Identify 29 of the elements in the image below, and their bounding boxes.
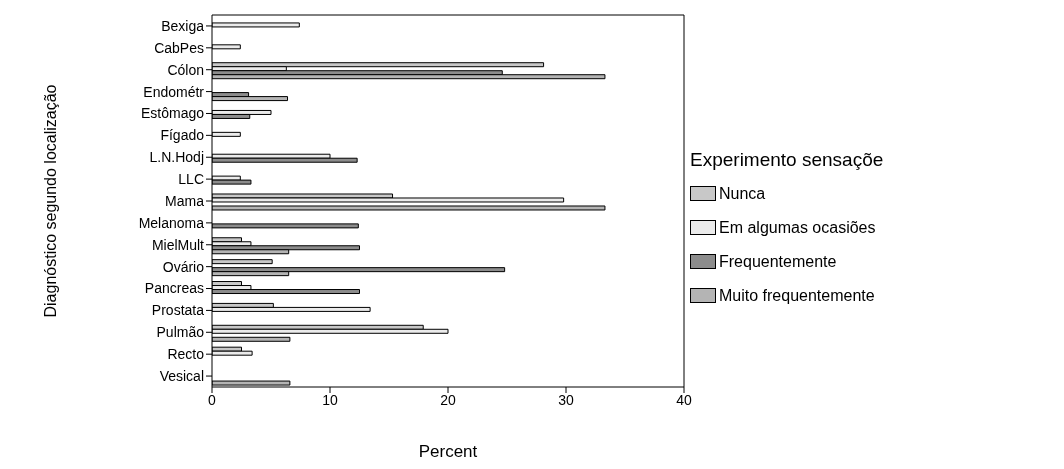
y-axis-title: Diagnóstico segundo localização (41, 84, 59, 318)
y-tick-label: Estômago (140, 105, 205, 122)
y-tick-label: Pancreas (144, 280, 204, 297)
y-tick-label: MielMult (151, 236, 205, 253)
x-tick-label: 0 (208, 391, 217, 408)
y-tick-label: LLC (178, 171, 204, 188)
y-tick-label: Vesical (159, 368, 204, 385)
y-tick-label: Bexiga (161, 17, 205, 34)
y-tick-label: Melanoma (138, 214, 205, 231)
y-tick-label: Ovário (162, 258, 205, 275)
y-tick-label: Prostata (151, 302, 205, 319)
x-tick-label: 30 (558, 391, 574, 408)
y-tick-label: Cólon (167, 61, 204, 78)
x-tick-label: 40 (676, 391, 692, 408)
legend-label: Nunca (719, 184, 766, 203)
y-tick-label: CabPes (154, 39, 204, 56)
legend-label: Frequentemente (719, 252, 837, 271)
x-axis-title: Percent (418, 442, 478, 461)
y-tick-label: Recto (167, 346, 205, 363)
legend-title: Experimento sensaçõe (690, 148, 885, 171)
x-tick-label: 20 (440, 391, 456, 408)
y-tick-label: L.N.Hodj (149, 149, 204, 166)
legend-label: Em algumas ocasiões (719, 218, 876, 237)
legend-label: Muito frequentemente (719, 286, 875, 305)
y-tick-label: Endométr (143, 83, 205, 100)
y-tick-label: Fígado (160, 127, 205, 144)
y-tick-label: Pulmão (156, 324, 205, 341)
x-tick-label: 10 (322, 391, 338, 408)
y-tick-label: Mama (165, 192, 205, 209)
